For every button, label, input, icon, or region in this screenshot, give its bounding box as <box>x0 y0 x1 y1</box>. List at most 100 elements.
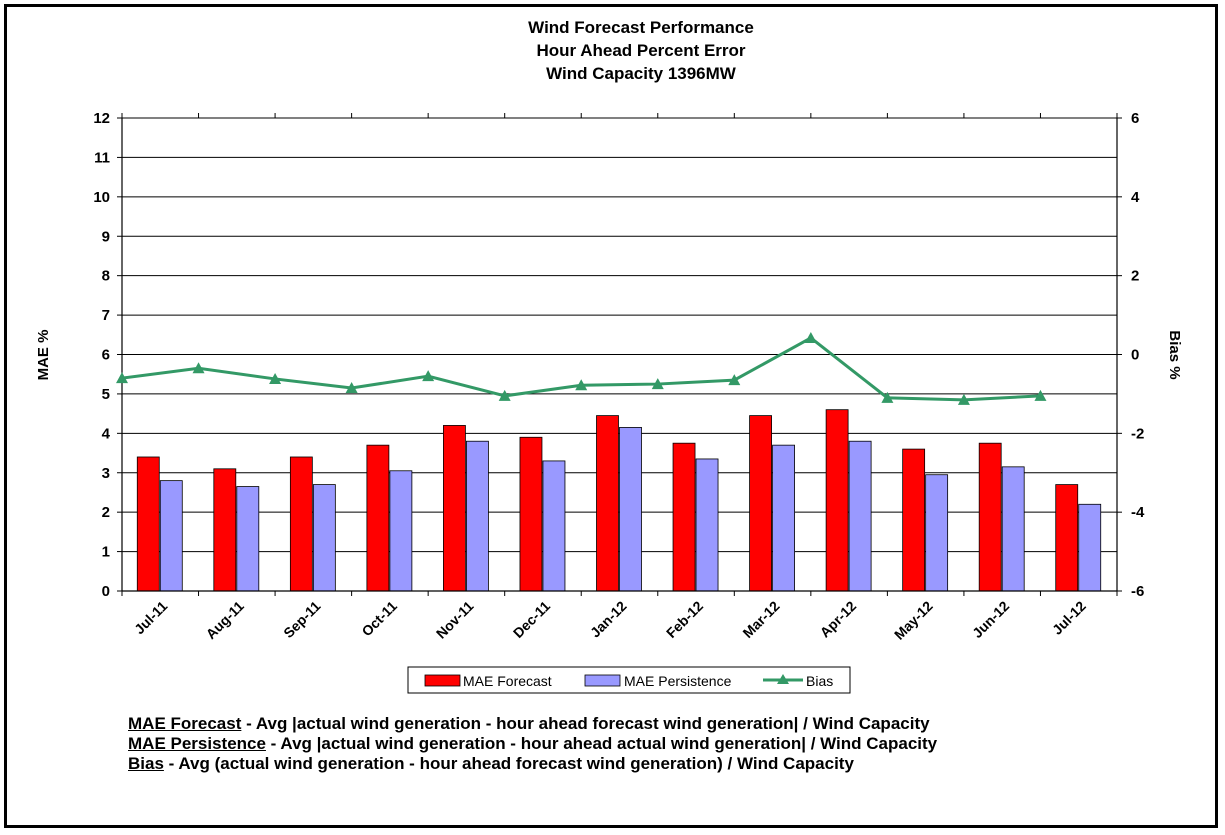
legend-swatch-mae-forecast <box>424 674 461 687</box>
bar-mae-forecast <box>366 444 390 592</box>
bar-mae-forecast <box>902 448 926 592</box>
y2-tick-label: 6 <box>1131 110 1139 127</box>
x-tick-label: Feb-12 <box>663 598 706 641</box>
bar-mae-forecast <box>749 415 772 592</box>
y-tick-label: 7 <box>102 307 110 324</box>
legend-label-bias: Bias <box>806 673 833 689</box>
y-tick-label: 9 <box>102 228 110 245</box>
y-tick-label: 3 <box>102 465 110 482</box>
chart-title-line-3: Wind Capacity 1396MW <box>546 64 737 83</box>
bar-mae-persistence <box>1001 466 1025 592</box>
bars <box>136 409 1102 592</box>
bias-point <box>116 372 128 384</box>
bias-series <box>116 331 1047 405</box>
bias-point <box>269 372 282 384</box>
bar-mae-forecast <box>978 442 1002 592</box>
definition-bias: Bias - Avg (actual wind generation - hou… <box>128 754 1128 774</box>
bar-mae-persistence <box>236 486 260 592</box>
y-tick-label: 1 <box>102 544 110 561</box>
definition-term: MAE Forecast <box>128 714 242 733</box>
chart-title-line-2: Hour Ahead Percent Error <box>536 41 745 60</box>
bar-mae-forecast <box>672 442 696 592</box>
y2-tick-label: 2 <box>1131 268 1139 285</box>
y2-tick-label: -2 <box>1131 425 1144 442</box>
y-tick-label: 2 <box>102 504 110 521</box>
bias-line <box>121 336 1041 402</box>
y2-tick-label: 0 <box>1131 347 1139 364</box>
x-tick-label: Dec-11 <box>510 598 553 641</box>
x-tick-label: Aug-11 <box>203 598 247 642</box>
x-tick-label: Mar-12 <box>739 598 782 641</box>
y2-axis-label: Bias % <box>1166 330 1183 379</box>
bar-mae-forecast <box>213 468 237 592</box>
definition-text: - Avg |actual wind generation - hour ahe… <box>265 734 938 753</box>
y-tick-label: 5 <box>102 386 110 403</box>
definition-term: MAE Persistence <box>128 734 266 753</box>
bias-point <box>498 389 511 401</box>
x-tick-label: Sep-11 <box>280 598 323 641</box>
bar-mae-persistence <box>542 460 566 592</box>
x-tick-label: Oct-11 <box>358 598 400 640</box>
y-tick-label: 6 <box>102 347 110 364</box>
right-axis-ticks: -6 -4 -2 0 2 4 6 <box>1117 110 1145 600</box>
bias-point <box>345 382 358 394</box>
definition-text: - Avg (actual wind generation - hour ahe… <box>163 754 854 773</box>
bar-mae-persistence <box>159 480 183 592</box>
legend-swatch-mae-persistence <box>584 674 621 687</box>
bar-mae-forecast <box>1055 484 1079 592</box>
y-tick-label: 12 <box>93 110 110 127</box>
bar-mae-persistence <box>925 474 949 592</box>
bar-mae-persistence <box>312 484 336 592</box>
x-tick-label: Jan-12 <box>587 598 630 641</box>
bias-point <box>881 391 894 403</box>
x-tick-label: Nov-11 <box>433 598 477 642</box>
x-tick-label: Apr-12 <box>817 598 860 641</box>
y-tick-label: 10 <box>93 189 110 206</box>
bar-mae-forecast <box>136 456 160 592</box>
bias-point <box>651 378 664 390</box>
definition-mae-forecast: MAE Forecast - Avg |actual wind generati… <box>128 714 1128 734</box>
bar-mae-persistence <box>466 440 489 592</box>
definitions: MAE Forecast - Avg |actual wind generati… <box>128 714 1128 774</box>
bar-mae-forecast <box>825 409 849 592</box>
y-tick-label: 11 <box>94 149 110 166</box>
bias-point <box>1034 389 1047 401</box>
bar-mae-persistence <box>695 458 719 592</box>
x-tick-label: Jul-11 <box>131 598 171 638</box>
bias-point <box>728 374 741 386</box>
bias-point <box>192 362 205 374</box>
bar-mae-persistence <box>619 427 642 592</box>
bar-mae-persistence <box>772 444 795 592</box>
x-tick-label: Jun-12 <box>969 598 1012 641</box>
y2-tick-label: -4 <box>1131 504 1145 521</box>
bias-point <box>804 331 817 343</box>
legend-marker-bias <box>777 674 789 684</box>
definition-term: Bias <box>128 754 164 773</box>
bias-point <box>575 379 588 391</box>
legend: MAE Forecast MAE Persistence Bias <box>407 666 851 694</box>
bar-mae-forecast <box>443 425 466 592</box>
bar-mae-forecast <box>289 456 313 592</box>
bar-mae-persistence <box>848 440 872 592</box>
bar-mae-persistence <box>389 470 413 592</box>
y-tick-label: 8 <box>102 268 110 285</box>
chart-title-line-1: Wind Forecast Performance <box>528 18 754 37</box>
y-axis-label: MAE % <box>35 330 52 381</box>
bar-mae-forecast <box>519 436 543 592</box>
y2-tick-label: -6 <box>1131 583 1144 600</box>
definition-mae-persistence: MAE Persistence - Avg |actual wind gener… <box>128 734 1128 754</box>
bias-point <box>957 393 970 405</box>
bar-mae-forecast <box>596 415 619 592</box>
legend-label-mae-persistence: MAE Persistence <box>624 673 732 689</box>
y2-tick-label: 4 <box>1131 189 1140 206</box>
y-tick-label: 4 <box>102 425 111 442</box>
x-tick-label: May-12 <box>891 598 936 643</box>
definition-text: - Avg |actual wind generation - hour ahe… <box>241 714 930 733</box>
bar-mae-persistence <box>1078 503 1102 592</box>
legend-label-mae-forecast: MAE Forecast <box>463 673 552 689</box>
bias-point <box>422 370 435 382</box>
y-tick-label: 0 <box>102 583 110 600</box>
x-tick-label: Jul-12 <box>1049 598 1089 638</box>
